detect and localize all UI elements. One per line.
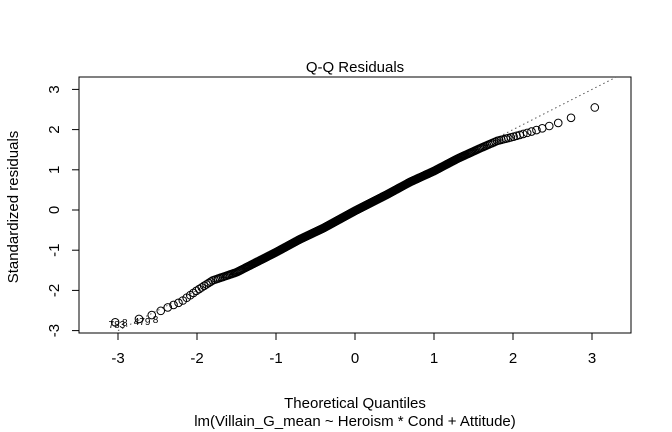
- x-tick-label: 1: [430, 350, 438, 367]
- qq-point: [518, 129, 528, 139]
- x-axis: -3 -2 -1 0 1 2 3: [111, 333, 596, 367]
- y-tick-label: -1: [46, 244, 63, 257]
- point-label: 783: [109, 320, 126, 331]
- qq-point: [197, 283, 207, 292]
- qq-point: [522, 128, 532, 138]
- qq-point: [110, 318, 120, 327]
- x-tick-label: -3: [111, 350, 124, 367]
- qq-point: [590, 103, 600, 112]
- qq-point: [527, 127, 536, 136]
- plot-frame: [78, 76, 632, 334]
- qq-point: [147, 310, 157, 320]
- qq-point: [174, 298, 183, 308]
- qq-point: [553, 118, 563, 128]
- x-tick-label: -1: [269, 350, 282, 367]
- point-label: 8: [122, 318, 128, 329]
- qq-point: [169, 300, 178, 310]
- y-tick-label: -2: [46, 284, 63, 297]
- y-tick-label: 3: [46, 85, 63, 93]
- y-tick-label: -3: [46, 324, 63, 337]
- chart-title: Q-Q Residuals: [306, 59, 404, 76]
- data-points: [110, 103, 600, 327]
- qq-point: [189, 288, 198, 298]
- y-tick-label: 0: [46, 206, 63, 214]
- qq-point: [202, 280, 211, 289]
- y-tick-label: 2: [46, 125, 63, 133]
- point-label: 479: [134, 317, 151, 328]
- qq-point: [544, 121, 554, 131]
- qq-point: [532, 125, 541, 135]
- x-tick-label: -2: [190, 350, 203, 367]
- x-tick-label: 2: [509, 350, 517, 367]
- model-formula: lm(Villain_G_mean ~ Heroism * Cond + Att…: [194, 413, 516, 430]
- qq-point: [566, 113, 576, 123]
- qq-point: [156, 306, 166, 316]
- x-tick-label: 3: [588, 350, 596, 367]
- qq-point: [163, 303, 173, 312]
- qq-point: [134, 314, 144, 324]
- y-tick-label: 1: [46, 166, 63, 174]
- x-tick-label: 0: [351, 350, 359, 367]
- y-axis: -3 -2 -1 0 1 2 3: [46, 85, 79, 337]
- qq-point: [199, 281, 209, 291]
- x-axis-label: Theoretical Quantiles: [284, 395, 426, 412]
- point-label: 8: [153, 315, 159, 326]
- y-axis-label: Standardized residuals: [5, 131, 22, 284]
